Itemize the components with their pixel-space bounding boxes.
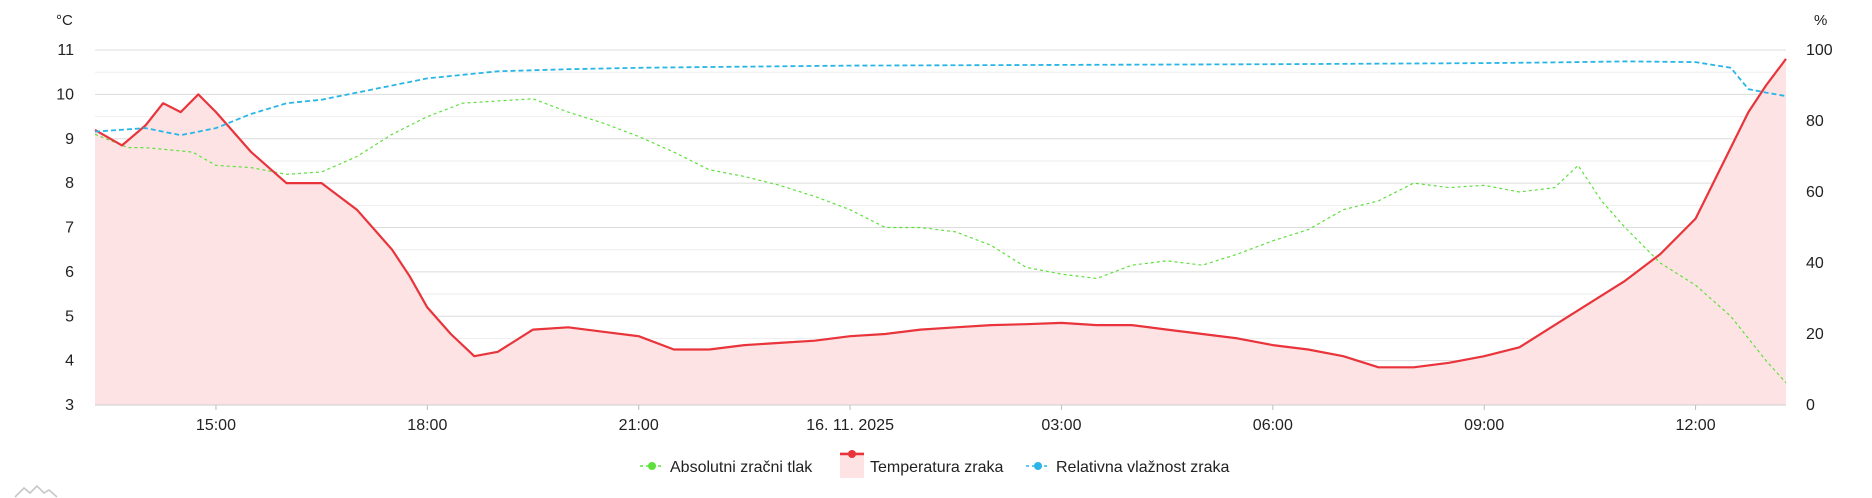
y-left-tick-label: 3 bbox=[65, 397, 74, 414]
y-left-tick-label: 10 bbox=[56, 86, 74, 103]
legend-item-absolutni-zracni-tlak[interactable]: Absolutni zračni tlak bbox=[640, 459, 813, 476]
y-left-tick-label: 4 bbox=[65, 353, 74, 370]
legend-item-relativna-vlaznost-zraka[interactable]: Relativna vlažnost zraka bbox=[1026, 459, 1230, 476]
y-right-tick-label: 100 bbox=[1806, 42, 1833, 59]
series-line-absolutni-zracni-tlak[interactable] bbox=[94, 98, 1787, 384]
temperature-area-fill bbox=[95, 58, 1786, 406]
y-left-unit-label: °C bbox=[56, 12, 73, 29]
x-tick-label: 09:00 bbox=[1464, 417, 1504, 434]
y-left-tick-label: 6 bbox=[65, 264, 74, 281]
mountain-logo-icon bbox=[14, 484, 58, 498]
y-right-tick-label: 0 bbox=[1806, 397, 1815, 414]
x-tick-label: 21:00 bbox=[619, 417, 659, 434]
legend-item-temperatura-zraka[interactable]: Temperatura zraka bbox=[840, 450, 1003, 478]
y-left-tick-label: 5 bbox=[65, 308, 74, 325]
legend-swatch-dot bbox=[648, 462, 656, 470]
y-right-unit-label: % bbox=[1814, 12, 1827, 29]
x-tick-label: 06:00 bbox=[1253, 417, 1293, 434]
y-right-tick-label: 20 bbox=[1806, 326, 1824, 343]
legend-swatch-dot bbox=[848, 450, 856, 458]
y-left-tick-label: 9 bbox=[65, 131, 74, 148]
legend-swatch-dot bbox=[1034, 462, 1042, 470]
legend-label: Absolutni zračni tlak bbox=[670, 459, 813, 476]
y-right-tick-label: 40 bbox=[1806, 255, 1824, 272]
y-right-tick-label: 60 bbox=[1806, 184, 1824, 201]
x-tick-label: 18:00 bbox=[407, 417, 447, 434]
y-left-tick-label: 11 bbox=[57, 42, 74, 59]
y-left-tick-label: 7 bbox=[65, 220, 74, 237]
legend[interactable]: Absolutni zračni tlak Temperatura zraka Re… bbox=[640, 450, 1230, 478]
x-tick-label: 15:00 bbox=[196, 417, 236, 434]
x-tick-label: 12:00 bbox=[1676, 417, 1716, 434]
legend-label: Temperatura zraka bbox=[870, 459, 1003, 476]
y-left-tick-label: 8 bbox=[65, 175, 74, 192]
x-tick-label: 03:00 bbox=[1041, 417, 1081, 434]
y-right-tick-label: 80 bbox=[1806, 113, 1824, 130]
series-line-temperatura-zraka[interactable] bbox=[94, 58, 1787, 369]
temperature-area-layer bbox=[95, 58, 1786, 406]
series-lines-layer bbox=[94, 58, 1787, 384]
axis-layer: 3 4 5 6 7 8 9 10 11 0 20 40 60 80 100 °C % 15:00 18:00 21:0… bbox=[56, 12, 1833, 434]
legend-label: Relativna vlažnost zraka bbox=[1056, 459, 1230, 476]
x-tick-label: 16. 11. 2025 bbox=[806, 417, 894, 434]
